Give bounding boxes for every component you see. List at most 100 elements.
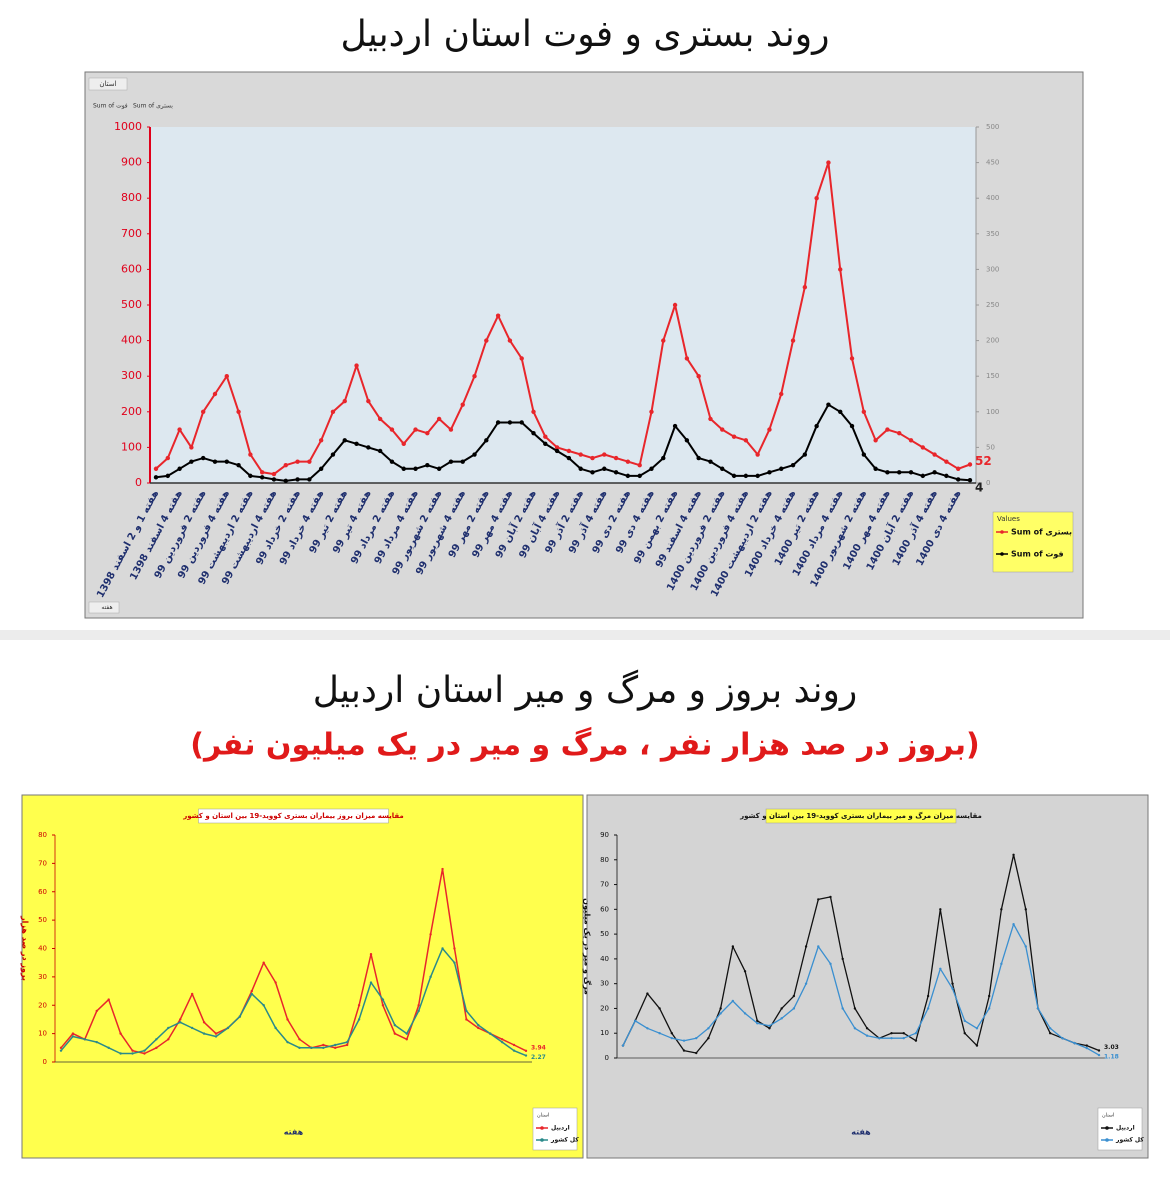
data-point [393,1032,397,1035]
data-point [401,466,406,471]
data-point [259,470,265,475]
data-point [366,398,371,404]
data-point [792,1007,796,1010]
data-point [926,994,930,998]
data-point [405,1038,408,1041]
value-field-button: Sum of فوت [93,103,128,110]
data-point [670,1036,674,1040]
data-point [865,1027,869,1030]
filter-button-label: استان [99,80,116,88]
data-point [841,957,844,961]
y-tick-label: 80 [38,831,47,839]
y2-tick-label: 500 [986,123,999,131]
data-point [814,196,819,201]
data-point [155,1038,158,1041]
data-point [926,1007,930,1010]
data-point [271,471,277,477]
data-point [460,402,465,407]
data-point [295,459,300,464]
data-point [524,1054,528,1057]
data-point [743,473,749,479]
data-point [590,455,595,461]
data-point [131,1052,134,1055]
data-point [524,1049,528,1053]
data-point [908,470,914,475]
data-point [307,477,312,482]
panel-title: روند بروز و مرگ و میر استان اردبیل [313,670,858,711]
data-point [238,1015,242,1018]
data-point [177,466,182,471]
data-point [634,1019,637,1023]
data-point [190,992,194,996]
data-point [602,452,607,457]
data-point [460,459,465,464]
legend [532,1107,578,1151]
data-point [322,1046,325,1050]
data-point [790,338,796,343]
data-point [212,391,218,397]
data-point [658,1032,661,1035]
data-point [890,1032,893,1035]
y-tick-label: 0 [135,476,142,489]
y-tick-label: 0 [43,1058,47,1066]
end-data-label: 3.03 [1104,1044,1119,1051]
data-point [262,1004,265,1007]
data-point [897,430,902,436]
data-point [119,1032,122,1035]
data-point [853,1007,857,1010]
data-point [283,478,288,484]
y-tick-label: 900 [121,156,142,169]
data-point [429,975,432,979]
y-tick-label: 10 [38,1030,47,1038]
data-point [236,463,241,468]
data-point [682,1049,686,1052]
data-point [987,1007,991,1010]
data-point [944,459,949,464]
data-point [250,992,253,996]
legend-title: استان [1102,1113,1114,1119]
data-point [878,1036,881,1040]
data-point [465,1009,468,1013]
data-point [914,1039,918,1042]
legend-swatch-dot [540,1126,544,1130]
data-point [405,1032,408,1035]
data-point [489,1032,492,1035]
data-point [849,356,855,361]
data-point [477,1023,480,1027]
chart-title: مقایسه میزان مرگ و میر بیماران بستری کوو… [739,811,982,820]
legend-label: Sum of فوت [1011,550,1064,559]
data-point [453,961,456,964]
data-point [95,1040,98,1044]
data-point [274,981,277,984]
data-point [354,363,359,368]
data-point [298,1038,301,1041]
data-point [413,466,418,471]
data-point [767,427,772,432]
data-point [377,448,383,454]
data-point [873,438,878,443]
data-point [190,1026,194,1030]
data-point [214,1035,218,1038]
legend-swatch-dot [540,1138,544,1142]
data-point [200,455,206,461]
data-point [826,160,831,165]
y-tick-label: 500 [121,298,142,311]
data-point [507,420,513,425]
data-point [779,466,784,471]
data-point [802,452,808,457]
y-tick-label: 30 [38,973,47,981]
data-point [236,409,241,414]
axis-button [88,601,120,614]
data-point [369,981,373,984]
y-tick-label: 400 [121,334,142,347]
data-point [682,1039,686,1042]
data-point [212,459,218,464]
data-point [165,455,170,461]
data-point [131,1049,134,1052]
data-point [755,452,760,457]
data-point [259,475,265,480]
y-tick-label: 700 [121,227,142,240]
data-point [566,448,572,454]
y-axis-title: مرگ و میر در یک میلیون [583,898,593,995]
data-point [780,1007,783,1010]
